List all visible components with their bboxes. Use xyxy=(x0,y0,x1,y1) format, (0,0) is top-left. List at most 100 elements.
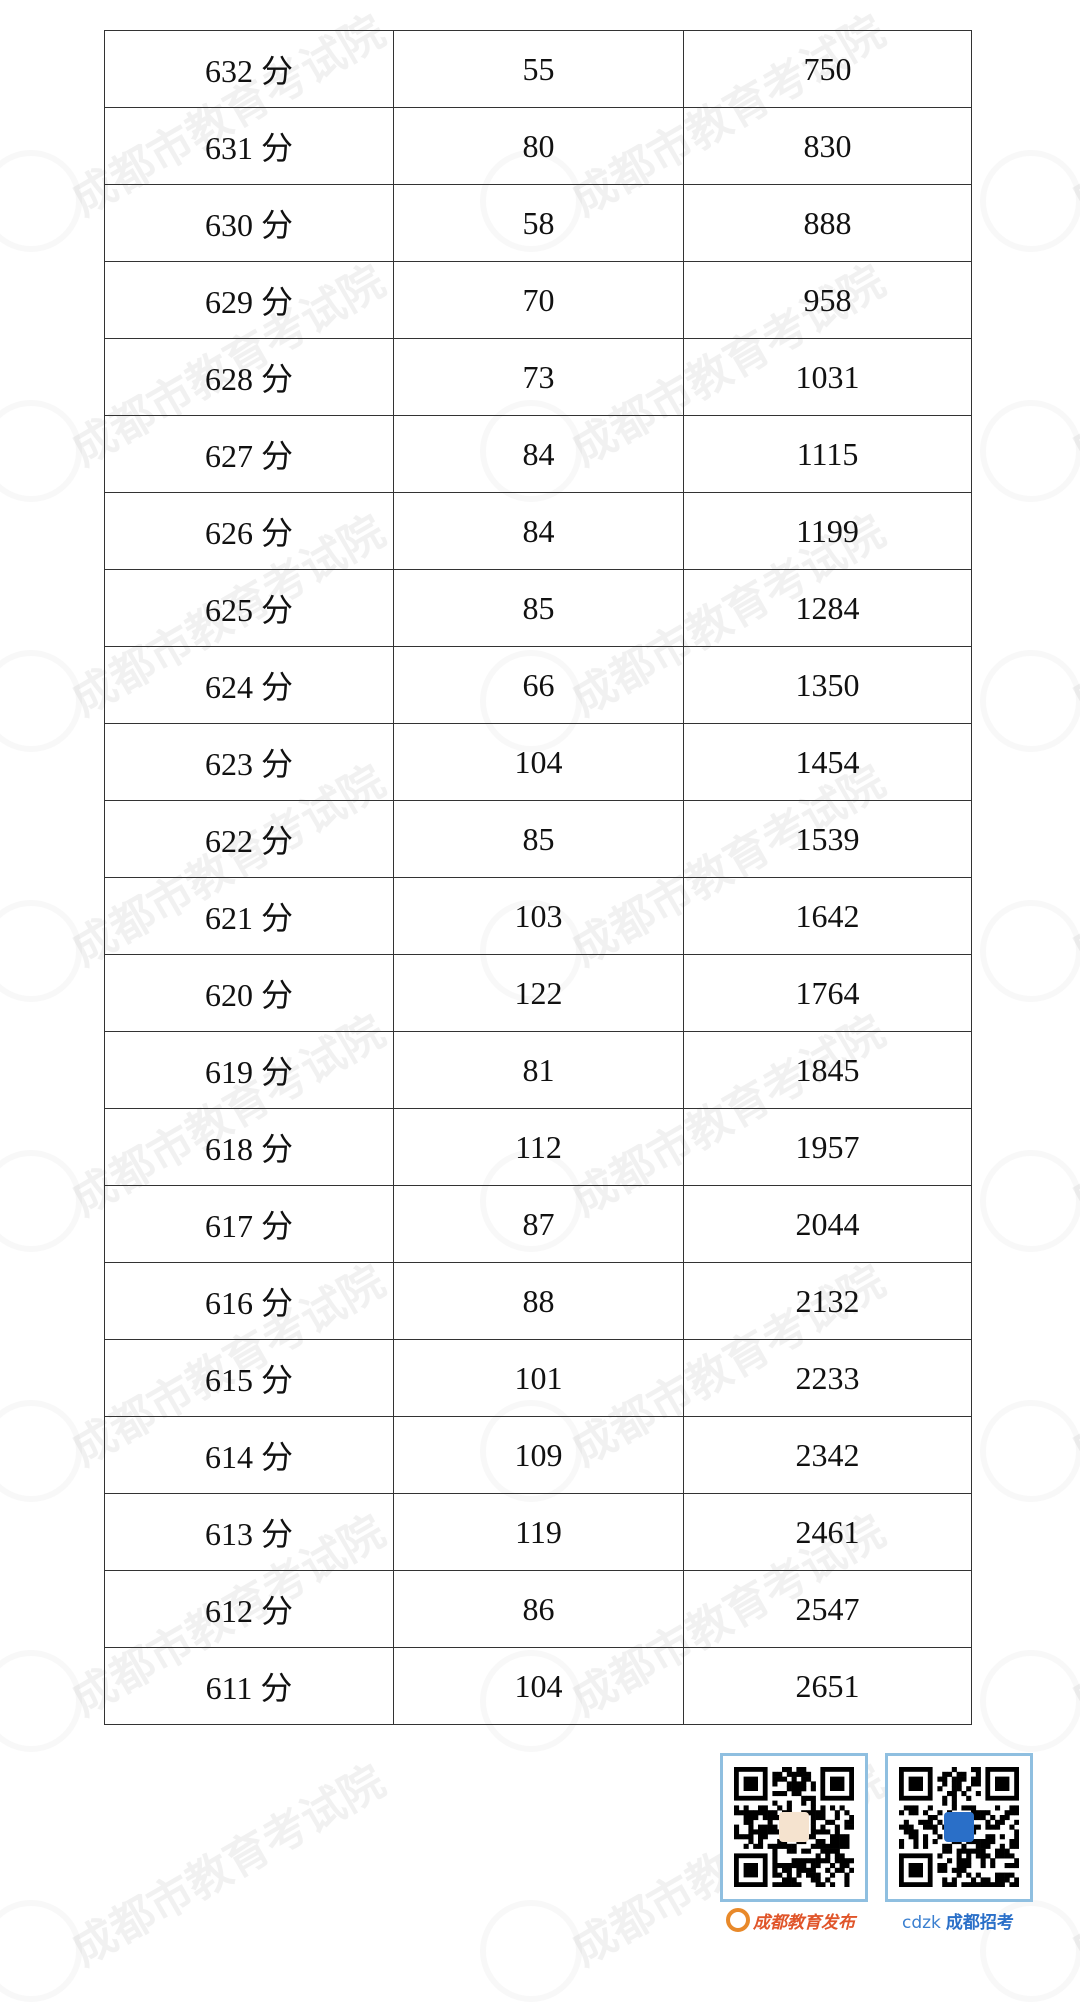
watermark-text: 成都市教育考试院 xyxy=(1063,755,1080,976)
score-cell: 612 分 xyxy=(104,1570,394,1648)
seal-watermark-icon xyxy=(980,900,1080,1002)
seal-watermark-icon xyxy=(980,400,1080,502)
cumulative-cell: 2342 xyxy=(683,1416,972,1494)
count-cell: 58 xyxy=(393,184,684,262)
ring-logo-icon xyxy=(726,1908,750,1932)
cumulative-cell: 1642 xyxy=(683,877,972,955)
seal-watermark-icon xyxy=(980,1150,1080,1252)
seal-watermark-icon xyxy=(0,1650,82,1752)
count-cell: 104 xyxy=(393,723,684,801)
watermark-text: 成都市教育考试院 xyxy=(1063,255,1080,476)
score-cell: 619 分 xyxy=(104,1031,394,1109)
count-cell: 84 xyxy=(393,492,684,570)
count-cell: 104 xyxy=(393,1647,684,1725)
cumulative-cell: 1539 xyxy=(683,800,972,878)
cumulative-cell: 888 xyxy=(683,184,972,262)
qr2-caption: cdzk 成都招考 xyxy=(902,1908,1014,1933)
seal-watermark-icon xyxy=(980,1650,1080,1752)
watermark-text: 成都市教育考试院 xyxy=(63,1755,394,1976)
score-cell: 620 分 xyxy=(104,954,394,1032)
cumulative-cell: 750 xyxy=(683,30,972,108)
score-cell: 628 分 xyxy=(104,338,394,416)
score-cell: 624 分 xyxy=(104,646,394,724)
cumulative-cell: 1115 xyxy=(683,415,972,493)
count-cell: 80 xyxy=(393,107,684,185)
table-row: 617 分 87 2044 xyxy=(104,1185,972,1263)
watermark-text: 成都市教育考试院 xyxy=(1063,1255,1080,1476)
table-row: 624 分 66 1350 xyxy=(104,646,972,724)
seal-watermark-icon xyxy=(0,650,82,752)
watermark-text: 成都市教育考试院 xyxy=(1063,1755,1080,1976)
cumulative-cell: 2461 xyxy=(683,1493,972,1571)
score-cell: 623 分 xyxy=(104,723,394,801)
cumulative-cell: 2044 xyxy=(683,1185,972,1263)
count-cell: 81 xyxy=(393,1031,684,1109)
score-cell: 611 分 xyxy=(104,1647,394,1725)
table-row: 621 分 103 1642 xyxy=(104,877,972,955)
watermark-text: 成都市教育考试院 xyxy=(1063,1005,1080,1226)
table-row: 612 分 86 2547 xyxy=(104,1570,972,1648)
cumulative-cell: 1957 xyxy=(683,1108,972,1186)
cdzk-logo: cdzk xyxy=(902,1913,941,1933)
table-row: 616 分 88 2132 xyxy=(104,1262,972,1340)
table-row: 629 分 70 958 xyxy=(104,261,972,339)
cumulative-cell: 1454 xyxy=(683,723,972,801)
table-row: 626 分 84 1199 xyxy=(104,492,972,570)
score-cell: 631 分 xyxy=(104,107,394,185)
count-cell: 66 xyxy=(393,646,684,724)
score-cell: 626 分 xyxy=(104,492,394,570)
cumulative-cell: 1845 xyxy=(683,1031,972,1109)
table-row: 623 分 104 1454 xyxy=(104,723,972,801)
table-row: 630 分 58 888 xyxy=(104,184,972,262)
table-row: 631 分 80 830 xyxy=(104,107,972,185)
watermark-text: 成都市教育考试院 xyxy=(1063,5,1080,226)
qr-code-chengdu-zhaokao[interactable] xyxy=(885,1753,1033,1902)
table-row: 619 分 81 1845 xyxy=(104,1031,972,1109)
cumulative-cell: 958 xyxy=(683,261,972,339)
cumulative-cell: 2233 xyxy=(683,1339,972,1417)
cumulative-cell: 1350 xyxy=(683,646,972,724)
cumulative-cell: 2651 xyxy=(683,1647,972,1725)
count-cell: 85 xyxy=(393,569,684,647)
seal-watermark-icon xyxy=(0,1400,82,1502)
count-cell: 87 xyxy=(393,1185,684,1263)
count-cell: 88 xyxy=(393,1262,684,1340)
seal-watermark-icon xyxy=(980,150,1080,252)
table-row: 625 分 85 1284 xyxy=(104,569,972,647)
count-cell: 86 xyxy=(393,1570,684,1648)
cumulative-cell: 1284 xyxy=(683,569,972,647)
qr-code-chengdu-education[interactable] xyxy=(720,1753,868,1902)
score-cell: 617 分 xyxy=(104,1185,394,1263)
seal-watermark-icon xyxy=(980,1400,1080,1502)
score-cell: 616 分 xyxy=(104,1262,394,1340)
score-cell: 618 分 xyxy=(104,1108,394,1186)
count-cell: 101 xyxy=(393,1339,684,1417)
table-row: 627 分 84 1115 xyxy=(104,415,972,493)
qr-code-icon xyxy=(734,1767,854,1887)
table-row: 618 分 112 1957 xyxy=(104,1108,972,1186)
score-cell: 632 分 xyxy=(104,30,394,108)
score-cell: 625 分 xyxy=(104,569,394,647)
seal-watermark-icon xyxy=(0,900,82,1002)
seal-watermark-icon xyxy=(480,1900,582,2002)
seal-watermark-icon xyxy=(0,1150,82,1252)
cumulative-cell: 1199 xyxy=(683,492,972,570)
count-cell: 70 xyxy=(393,261,684,339)
table-row: 613 分 119 2461 xyxy=(104,1493,972,1571)
count-cell: 112 xyxy=(393,1108,684,1186)
qr2-label: 成都招考 xyxy=(945,1913,1014,1933)
score-cell: 627 分 xyxy=(104,415,394,493)
table-row: 620 分 122 1764 xyxy=(104,954,972,1032)
score-cell: 613 分 xyxy=(104,1493,394,1571)
qr-code-icon xyxy=(899,1767,1019,1887)
qr1-label: 成都教育发布 xyxy=(753,1913,855,1933)
count-cell: 55 xyxy=(393,30,684,108)
count-cell: 122 xyxy=(393,954,684,1032)
table-row: 622 分 85 1539 xyxy=(104,800,972,878)
cumulative-cell: 830 xyxy=(683,107,972,185)
count-cell: 84 xyxy=(393,415,684,493)
score-cell: 621 分 xyxy=(104,877,394,955)
cumulative-cell: 1764 xyxy=(683,954,972,1032)
score-cell: 629 分 xyxy=(104,261,394,339)
seal-watermark-icon xyxy=(0,1900,82,2002)
